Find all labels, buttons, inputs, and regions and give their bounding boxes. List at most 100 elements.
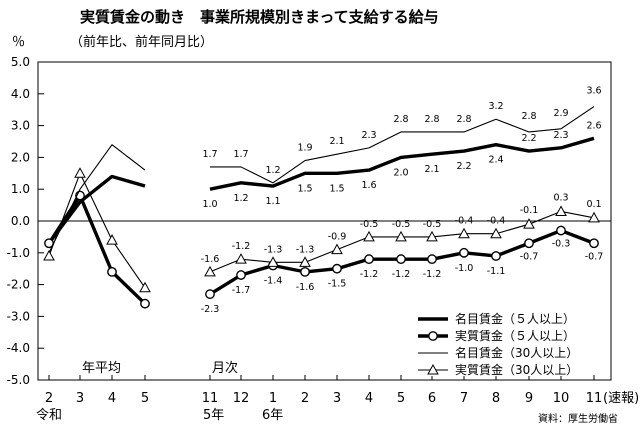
data-label: 0.3 bbox=[553, 192, 568, 203]
data-point-circle bbox=[556, 225, 566, 236]
y-tick-label: 5.0 bbox=[11, 55, 30, 69]
data-label: 2.6 bbox=[586, 120, 601, 131]
section-label-monthly: 月次 bbox=[212, 360, 238, 376]
data-labels: 1.0 1.2 1.1 1.5 1.5 1.6 2.0 2.1 2.2 2.4 2.2 2.3 2.6 -… bbox=[201, 86, 604, 316]
chart-subtitle: （前年比、前年同月比） bbox=[70, 34, 213, 50]
data-point-circle bbox=[524, 238, 534, 249]
data-label: 2.8 bbox=[456, 114, 471, 125]
data-point-circle bbox=[396, 254, 406, 265]
data-label: 0.1 bbox=[586, 199, 601, 210]
data-label: -0.7 bbox=[585, 251, 604, 262]
data-label: 2.2 bbox=[456, 161, 471, 172]
x-tick-label: 12 bbox=[233, 391, 250, 406]
data-point-circle bbox=[491, 251, 501, 261]
data-label: 2.0 bbox=[393, 167, 408, 178]
data-label: 3.6 bbox=[586, 86, 601, 97]
legend-label: 実質賃金（30人以上） bbox=[455, 362, 578, 377]
data-label: -0.3 bbox=[552, 239, 571, 250]
data-label: 1.7 bbox=[233, 149, 248, 160]
data-label: -1.3 bbox=[264, 244, 283, 255]
legend-label: 名目賃金（５人以上） bbox=[455, 311, 575, 326]
data-point-circle bbox=[205, 289, 215, 300]
data-point-triangle bbox=[74, 167, 86, 178]
data-label: -1.6 bbox=[201, 254, 220, 265]
data-label: 1.1 bbox=[265, 196, 280, 207]
series-1 bbox=[47, 136, 595, 245]
data-label: -0.5 bbox=[423, 219, 442, 230]
x-tick-label: 6 bbox=[428, 391, 436, 406]
data-label: 2.3 bbox=[361, 130, 376, 141]
legend-label: 実質賃金（５人以上） bbox=[455, 328, 575, 343]
data-label: 1.9 bbox=[297, 143, 312, 154]
legend-items: 名目賃金（５人以上） 実質賃金（５人以上） 名目賃金（30人以上） 実質賃金（30人以… bbox=[418, 311, 578, 377]
data-label: -1.3 bbox=[296, 244, 315, 255]
data-label: 2.2 bbox=[521, 133, 536, 144]
data-point-triangle bbox=[204, 265, 216, 277]
data-label: 2.8 bbox=[424, 114, 439, 125]
series-line-annual bbox=[48, 172, 146, 289]
data-point-triangle bbox=[523, 218, 535, 229]
data-point-circle bbox=[236, 270, 246, 280]
data-label: 2.8 bbox=[393, 114, 408, 125]
x-tick-label: 11 bbox=[586, 391, 603, 406]
data-label: -0.9 bbox=[328, 232, 347, 243]
data-label: 2.1 bbox=[329, 136, 344, 147]
data-point-triangle bbox=[395, 230, 407, 242]
x-tick-label: 3 bbox=[333, 391, 341, 406]
y-tick-label: -4.0 bbox=[7, 341, 30, 355]
data-label: -1.2 bbox=[392, 269, 411, 280]
data-label: 1.5 bbox=[329, 183, 344, 194]
data-label: -0.5 bbox=[392, 219, 411, 230]
data-label: -0.7 bbox=[520, 251, 539, 262]
data-point-triangle bbox=[139, 281, 151, 293]
data-label: -2.3 bbox=[201, 304, 220, 315]
data-label: 1.7 bbox=[202, 149, 217, 160]
data-label: 2.4 bbox=[488, 155, 503, 166]
data-label: -1.2 bbox=[360, 269, 379, 280]
data-point-triangle bbox=[588, 211, 600, 223]
data-label: 1.5 bbox=[297, 183, 312, 194]
y-tick-label: 1.0 bbox=[11, 182, 30, 196]
y-tick-label: -1.0 bbox=[7, 246, 30, 260]
data-point-circle bbox=[332, 263, 342, 274]
year-label-r6: 6年 bbox=[262, 408, 283, 423]
data-label: -1.2 bbox=[232, 241, 251, 252]
x-sublabels: 令和 5年 6年 (速報) bbox=[36, 391, 639, 423]
x-axis-ticks: 2 3 4 5 11 12 1 2 3 4 5 6 7 8 9 10 11 bbox=[45, 375, 602, 406]
data-point-triangle bbox=[43, 249, 55, 261]
data-label: -1.6 bbox=[296, 282, 315, 293]
data-label: -0.5 bbox=[360, 219, 379, 230]
data-point-triangle bbox=[106, 234, 118, 245]
data-point-circle bbox=[140, 298, 150, 309]
data-label: -0.4 bbox=[487, 216, 506, 227]
x-tick-label: 4 bbox=[365, 391, 373, 406]
data-point-triangle bbox=[427, 363, 439, 375]
data-label: 1.2 bbox=[265, 165, 280, 176]
data-point-circle bbox=[427, 254, 437, 265]
x-tick-label: 2 bbox=[301, 391, 309, 406]
series-4 bbox=[43, 167, 600, 293]
era-label-reiwa: 令和 bbox=[36, 408, 62, 423]
x-tick-label: 7 bbox=[460, 391, 468, 406]
x-tick-label: 8 bbox=[492, 391, 500, 406]
y-tick-label: 3.0 bbox=[11, 119, 30, 133]
plot-area: 5.0 4.0 3.0 2.0 1.0 0.0 -1.0 -2.0 -3.0 -4.0 -5.0 2… bbox=[7, 55, 612, 406]
data-point-circle bbox=[459, 247, 469, 258]
series-layer bbox=[43, 106, 600, 309]
data-label: 2.8 bbox=[521, 111, 536, 122]
data-point-circle bbox=[300, 266, 310, 277]
series-line-annual bbox=[47, 193, 147, 305]
series-line-annual bbox=[48, 144, 146, 254]
y-tick-label: 0.0 bbox=[11, 214, 30, 228]
y-tick-label: -3.0 bbox=[7, 309, 30, 323]
y-tick-label: -2.0 bbox=[7, 278, 30, 292]
data-label: 2.3 bbox=[553, 130, 568, 141]
x-tick-label: 11 bbox=[202, 391, 219, 406]
data-point-triangle bbox=[490, 227, 502, 239]
data-label: -1.0 bbox=[455, 263, 474, 274]
x-tick-label: 4 bbox=[108, 391, 116, 406]
data-point-circle bbox=[428, 331, 438, 341]
y-tick-label: 4.0 bbox=[11, 87, 30, 101]
year-label-r5: 5年 bbox=[203, 408, 224, 423]
data-label: -0.4 bbox=[455, 216, 474, 227]
